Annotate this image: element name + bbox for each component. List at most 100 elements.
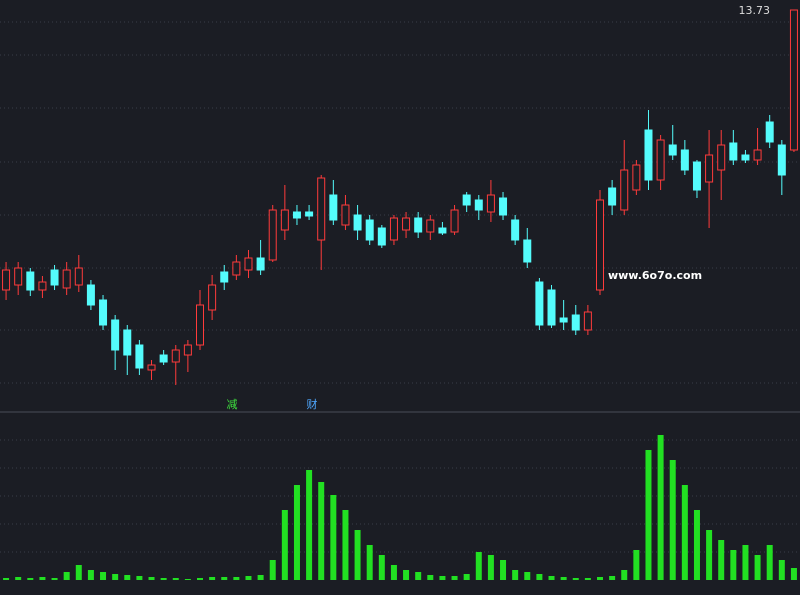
indicator-bar [621,570,628,580]
candle-body [705,154,714,183]
candle-body [547,289,556,326]
candle-body [777,144,786,176]
indicator-bar [584,578,591,580]
indicator-bar [681,485,688,580]
indicator-bar [87,570,94,580]
candle-body [232,261,241,276]
indicator-bar [633,550,640,580]
candle-body [438,227,447,234]
candle-body [329,194,338,221]
candle-body [559,317,568,323]
candle-body [486,194,495,213]
candle-body [220,271,229,283]
candle-body [292,211,301,219]
candle-body [692,161,701,191]
candle-body [317,177,326,241]
indicator-bar [390,565,397,580]
indicator-bar [378,555,385,580]
candle-body [620,169,629,211]
candle-body [414,217,423,233]
candle-body [608,187,617,206]
indicator-bar [766,545,773,580]
indicator-bar [197,578,203,580]
indicator-bar [257,575,264,580]
watermark: www.6o7o.com [608,269,702,282]
indicator-bar [790,568,797,580]
candle-body [462,194,471,206]
indicator-bar [730,550,737,580]
indicator-bar [475,552,482,580]
candle-body [86,284,95,306]
indicator-bar [281,510,288,580]
indicator-bar [342,510,349,580]
indicator-bar [718,540,725,580]
indicator-bar [209,577,216,580]
indicator-bar [112,574,119,580]
indicator-bar [51,578,58,580]
indicator-bar [645,450,652,580]
candle-body [535,281,544,326]
indicator-bar [487,555,494,580]
indicator-bar [742,545,749,580]
annotation: 财 [307,397,318,411]
candle-body [280,209,289,231]
candle-body [26,271,35,291]
indicator-bar [318,482,325,580]
candle-body [511,219,520,241]
indicator-bar [536,574,543,580]
indicator-bar [15,577,22,580]
candle-body [789,9,798,151]
candle-body [147,364,156,371]
indicator-bar [39,577,46,580]
indicator-bar [512,570,519,580]
indicator-bar [100,572,107,580]
grid [0,21,800,553]
indicator-bar [706,530,713,580]
candle-body [208,284,217,311]
indicator-bar [366,545,373,580]
candle-body [474,199,483,211]
candle-body [353,214,362,231]
candle-body [596,199,604,291]
candle-body [583,311,592,331]
candle-body [426,219,435,233]
candle-body [389,217,398,241]
annotation: 减 [227,398,238,411]
candle-body [450,209,459,233]
indicator-bar [354,530,361,580]
indicator-bar [597,577,603,580]
indicator-bar [609,576,616,580]
indicator-bar [548,576,555,580]
indicator-bar [500,560,507,580]
indicator-bar [184,579,191,580]
indicator-bar [3,578,10,580]
candle-body [377,227,386,246]
indicator-bar [293,485,300,580]
candle-body [74,267,83,286]
indicator-bar [27,578,34,580]
candle-body [341,204,350,226]
candle-body [717,144,726,171]
candle-body [50,269,59,286]
candle-body [99,299,108,326]
indicator-bar [160,578,167,580]
candle-body [680,149,689,171]
candle-body [305,211,314,217]
candle-body [111,319,120,351]
indicator-bar [269,560,276,580]
indicator-bar [148,577,155,580]
candle-body [499,197,508,216]
indicator-bar [124,575,131,580]
candle-body [644,129,653,181]
candle-body [765,121,774,143]
indicator-bar [560,577,567,580]
candle-body [159,354,168,363]
indicator-bar [439,576,446,580]
indicator-bar [669,460,676,580]
candle-body [123,329,132,356]
indicator-bar [693,510,700,580]
indicator-bar [172,578,179,580]
